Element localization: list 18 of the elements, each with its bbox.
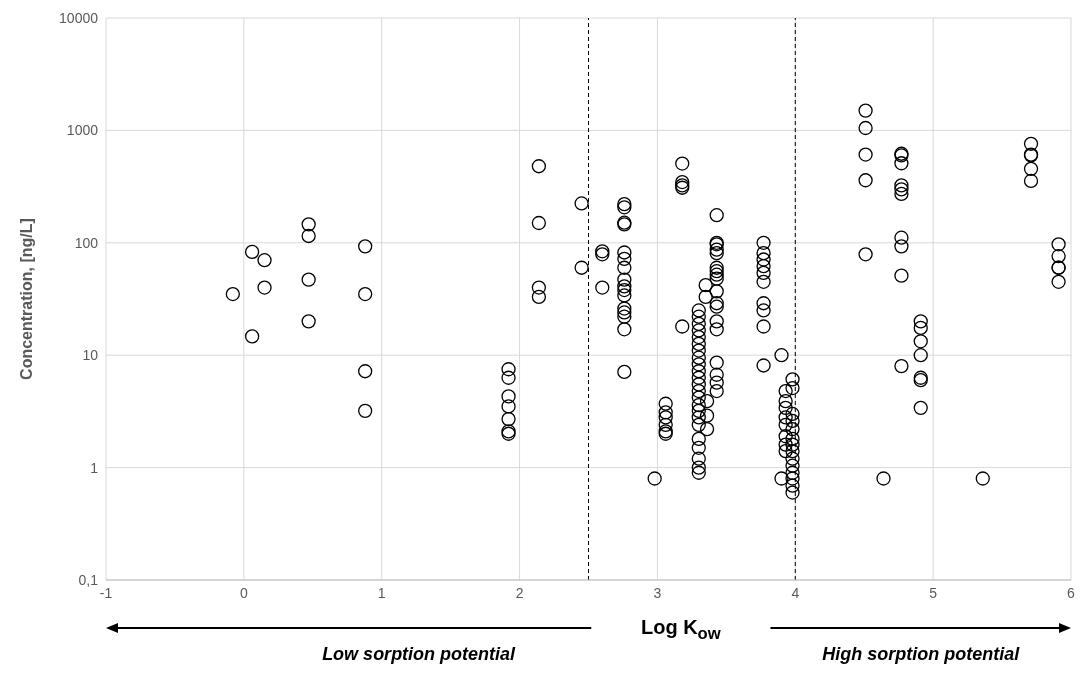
x-tick-label: 2 (515, 584, 524, 601)
y-axis-title: Concentration, [ng/L] (17, 218, 35, 380)
y-tick-label: 0,1 (78, 571, 99, 588)
y-tick-label: 10 (82, 347, 99, 364)
text: High sorption potential (822, 644, 1021, 664)
x-tick-label: 0 (239, 584, 248, 601)
x-tick-label: 6 (1067, 584, 1076, 601)
x-axis-title: Log K$_{ow}$ (639, 616, 722, 644)
y-tick-label: 1 (90, 459, 99, 476)
x-tick-label: 3 (653, 584, 662, 601)
x-tick-label: -1 (99, 584, 113, 601)
y-tick-label: 100 (74, 234, 99, 251)
x-tick-label: 5 (929, 584, 938, 601)
text: Low sorption potential (322, 644, 517, 664)
x-tick-label: 4 (791, 584, 800, 601)
x-tick-label: 1 (377, 584, 386, 601)
y-tick-label: 10000 (59, 9, 99, 26)
y-tick-label: 1000 (66, 122, 99, 139)
